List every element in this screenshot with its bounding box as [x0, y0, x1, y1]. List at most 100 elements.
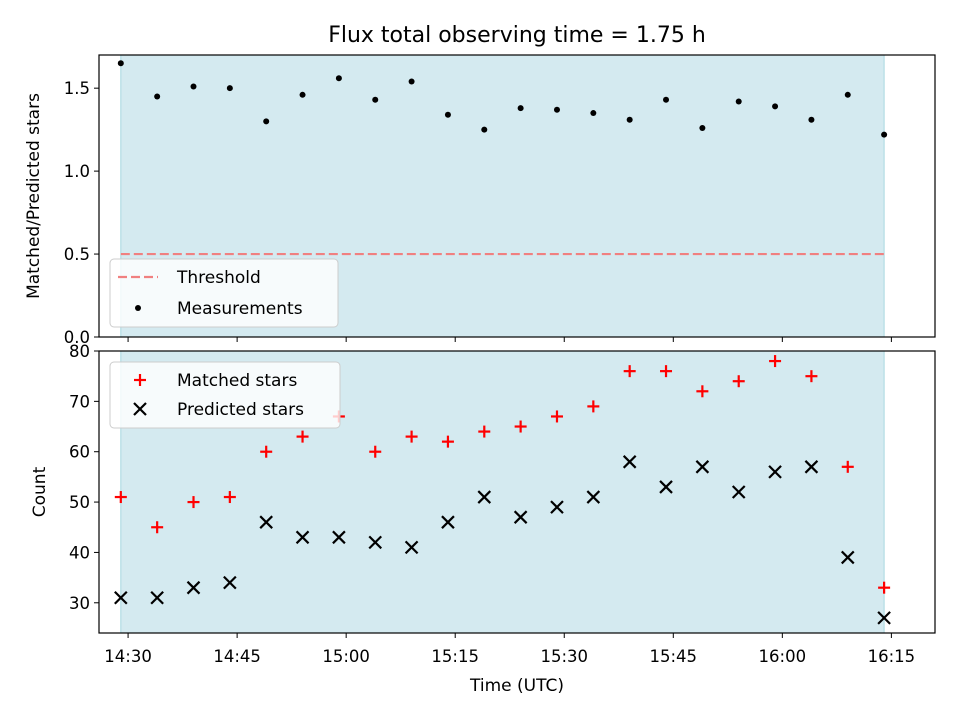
x-tick-label: 15:15	[431, 647, 479, 666]
matched-star-point	[550, 410, 563, 423]
matched-star-point	[369, 445, 382, 458]
measurement-point	[663, 96, 670, 103]
legend-plus-marker	[134, 374, 146, 386]
top-y-ticks: 0.0 0.5 1.0 1.5	[64, 79, 99, 347]
legend-threshold-label: Threshold	[176, 268, 261, 288]
predicted-star-point	[804, 460, 819, 474]
top-x-ticks	[127, 337, 892, 342]
predicted-star-point	[404, 540, 419, 555]
matched-star-point	[732, 375, 745, 388]
bottom-legend-box	[109, 361, 341, 429]
predicted-star-point	[441, 515, 455, 529]
predicted-star-point	[877, 611, 891, 625]
legend-measurements-label: Measurements	[177, 299, 303, 319]
y-tick-label: 50	[69, 493, 90, 512]
y-tick-label: 0.5	[64, 245, 90, 264]
legend-measurements-swatch	[135, 305, 141, 311]
y-tick-label: 80	[69, 342, 90, 361]
measurement-point	[481, 126, 488, 133]
measurement-point	[844, 91, 851, 98]
predicted-star-point	[295, 530, 310, 545]
predicted-star-point	[259, 515, 273, 529]
top-axes-frame	[98, 54, 936, 338]
predicted-star-point	[114, 590, 128, 605]
predicted-star-point	[586, 490, 601, 504]
top-legend: Threshold Measurements	[109, 258, 339, 328]
x-tick-label: 14:45	[213, 647, 261, 666]
bottom-y-axis-label: Count	[30, 466, 50, 517]
x-tick-label: 15:45	[650, 647, 698, 666]
measurement-point	[881, 131, 888, 138]
matched-star-point	[478, 425, 491, 438]
x-axis-label: Time (UTC)	[469, 676, 564, 696]
measurement-point	[699, 124, 706, 131]
y-tick-label: 0.0	[64, 328, 90, 347]
legend-x-marker	[133, 402, 147, 416]
y-tick-label: 70	[69, 392, 90, 411]
matched-star-point	[769, 355, 782, 368]
predicted-star-point	[332, 530, 346, 545]
measurement-point	[154, 93, 161, 100]
predicted-star-point	[550, 500, 564, 514]
predicted-star-point	[695, 460, 710, 474]
y-tick-label: 30	[69, 594, 90, 613]
matched-star-point	[514, 420, 527, 433]
bottom-axes-frame	[98, 350, 936, 634]
x-tick-label: 15:30	[540, 647, 588, 666]
legend-predicted-label: Predicted stars	[177, 400, 304, 420]
x-tick-label: 16:00	[759, 647, 807, 666]
measurement-point	[263, 118, 270, 125]
y-tick-label: 40	[69, 543, 90, 562]
predicted-star-point	[150, 590, 164, 605]
predicted-star-point	[622, 455, 637, 469]
top-panel: 0.0 0.5 1.0 1.5 Matched/Predicted stars Thr…	[24, 54, 936, 347]
measurement-point	[517, 105, 524, 112]
matched-star-point	[114, 491, 127, 504]
measurement-point	[772, 103, 779, 110]
matched-star-point	[223, 491, 236, 504]
measurement-point	[335, 75, 342, 82]
legend-predicted-swatch	[133, 402, 147, 416]
y-tick-label: 60	[69, 443, 90, 462]
measurement-point	[226, 85, 233, 92]
predicted-star-point	[659, 480, 673, 494]
predicted-star-point	[731, 485, 746, 499]
predicted-star-point	[840, 550, 855, 565]
bottom-legend: Matched stars Predicted stars	[109, 361, 341, 429]
chart-title: Flux total observing time = 1.75 h	[328, 23, 706, 48]
x-tick-label: 15:00	[322, 647, 370, 666]
measurement-point	[735, 98, 742, 105]
matched-star-point	[660, 365, 673, 378]
matched-star-point	[878, 581, 891, 594]
measurement-point	[299, 91, 306, 98]
legend-matched-label: Matched stars	[177, 371, 297, 391]
matched-star-point	[441, 435, 454, 448]
matched-star-point	[696, 385, 709, 398]
bottom-panel: 30 40 50 60 70 80 14:30 14:45 15:00 15:15 15:30 15…	[30, 342, 936, 696]
matched-star-point	[805, 370, 818, 383]
predicted-star-point	[513, 510, 528, 524]
matched-star-point	[623, 365, 636, 378]
top-legend-box	[109, 258, 339, 328]
measurement-point	[626, 116, 633, 123]
measurement-point	[408, 78, 415, 85]
predicted-star-point	[477, 490, 492, 504]
bottom-y-ticks: 30 40 50 60 70 80	[69, 342, 99, 613]
matched-star-point	[841, 460, 854, 473]
matched-star-point	[151, 521, 164, 534]
measurement-point	[553, 106, 560, 113]
x-tick-label: 16:15	[868, 647, 916, 666]
measurement-point	[444, 111, 451, 118]
matched-star-point	[405, 430, 418, 443]
matched-star-point	[296, 430, 309, 443]
measurement-point	[372, 96, 379, 103]
y-tick-label: 1.0	[64, 162, 90, 181]
predicted-star-point	[768, 465, 782, 479]
matched-star-point	[187, 496, 200, 509]
predicted-star-point	[223, 575, 237, 590]
legend-matched-swatch	[134, 374, 146, 386]
y-tick-label: 1.5	[64, 79, 90, 98]
matched-star-point	[260, 445, 273, 458]
measurement-points	[117, 60, 888, 138]
